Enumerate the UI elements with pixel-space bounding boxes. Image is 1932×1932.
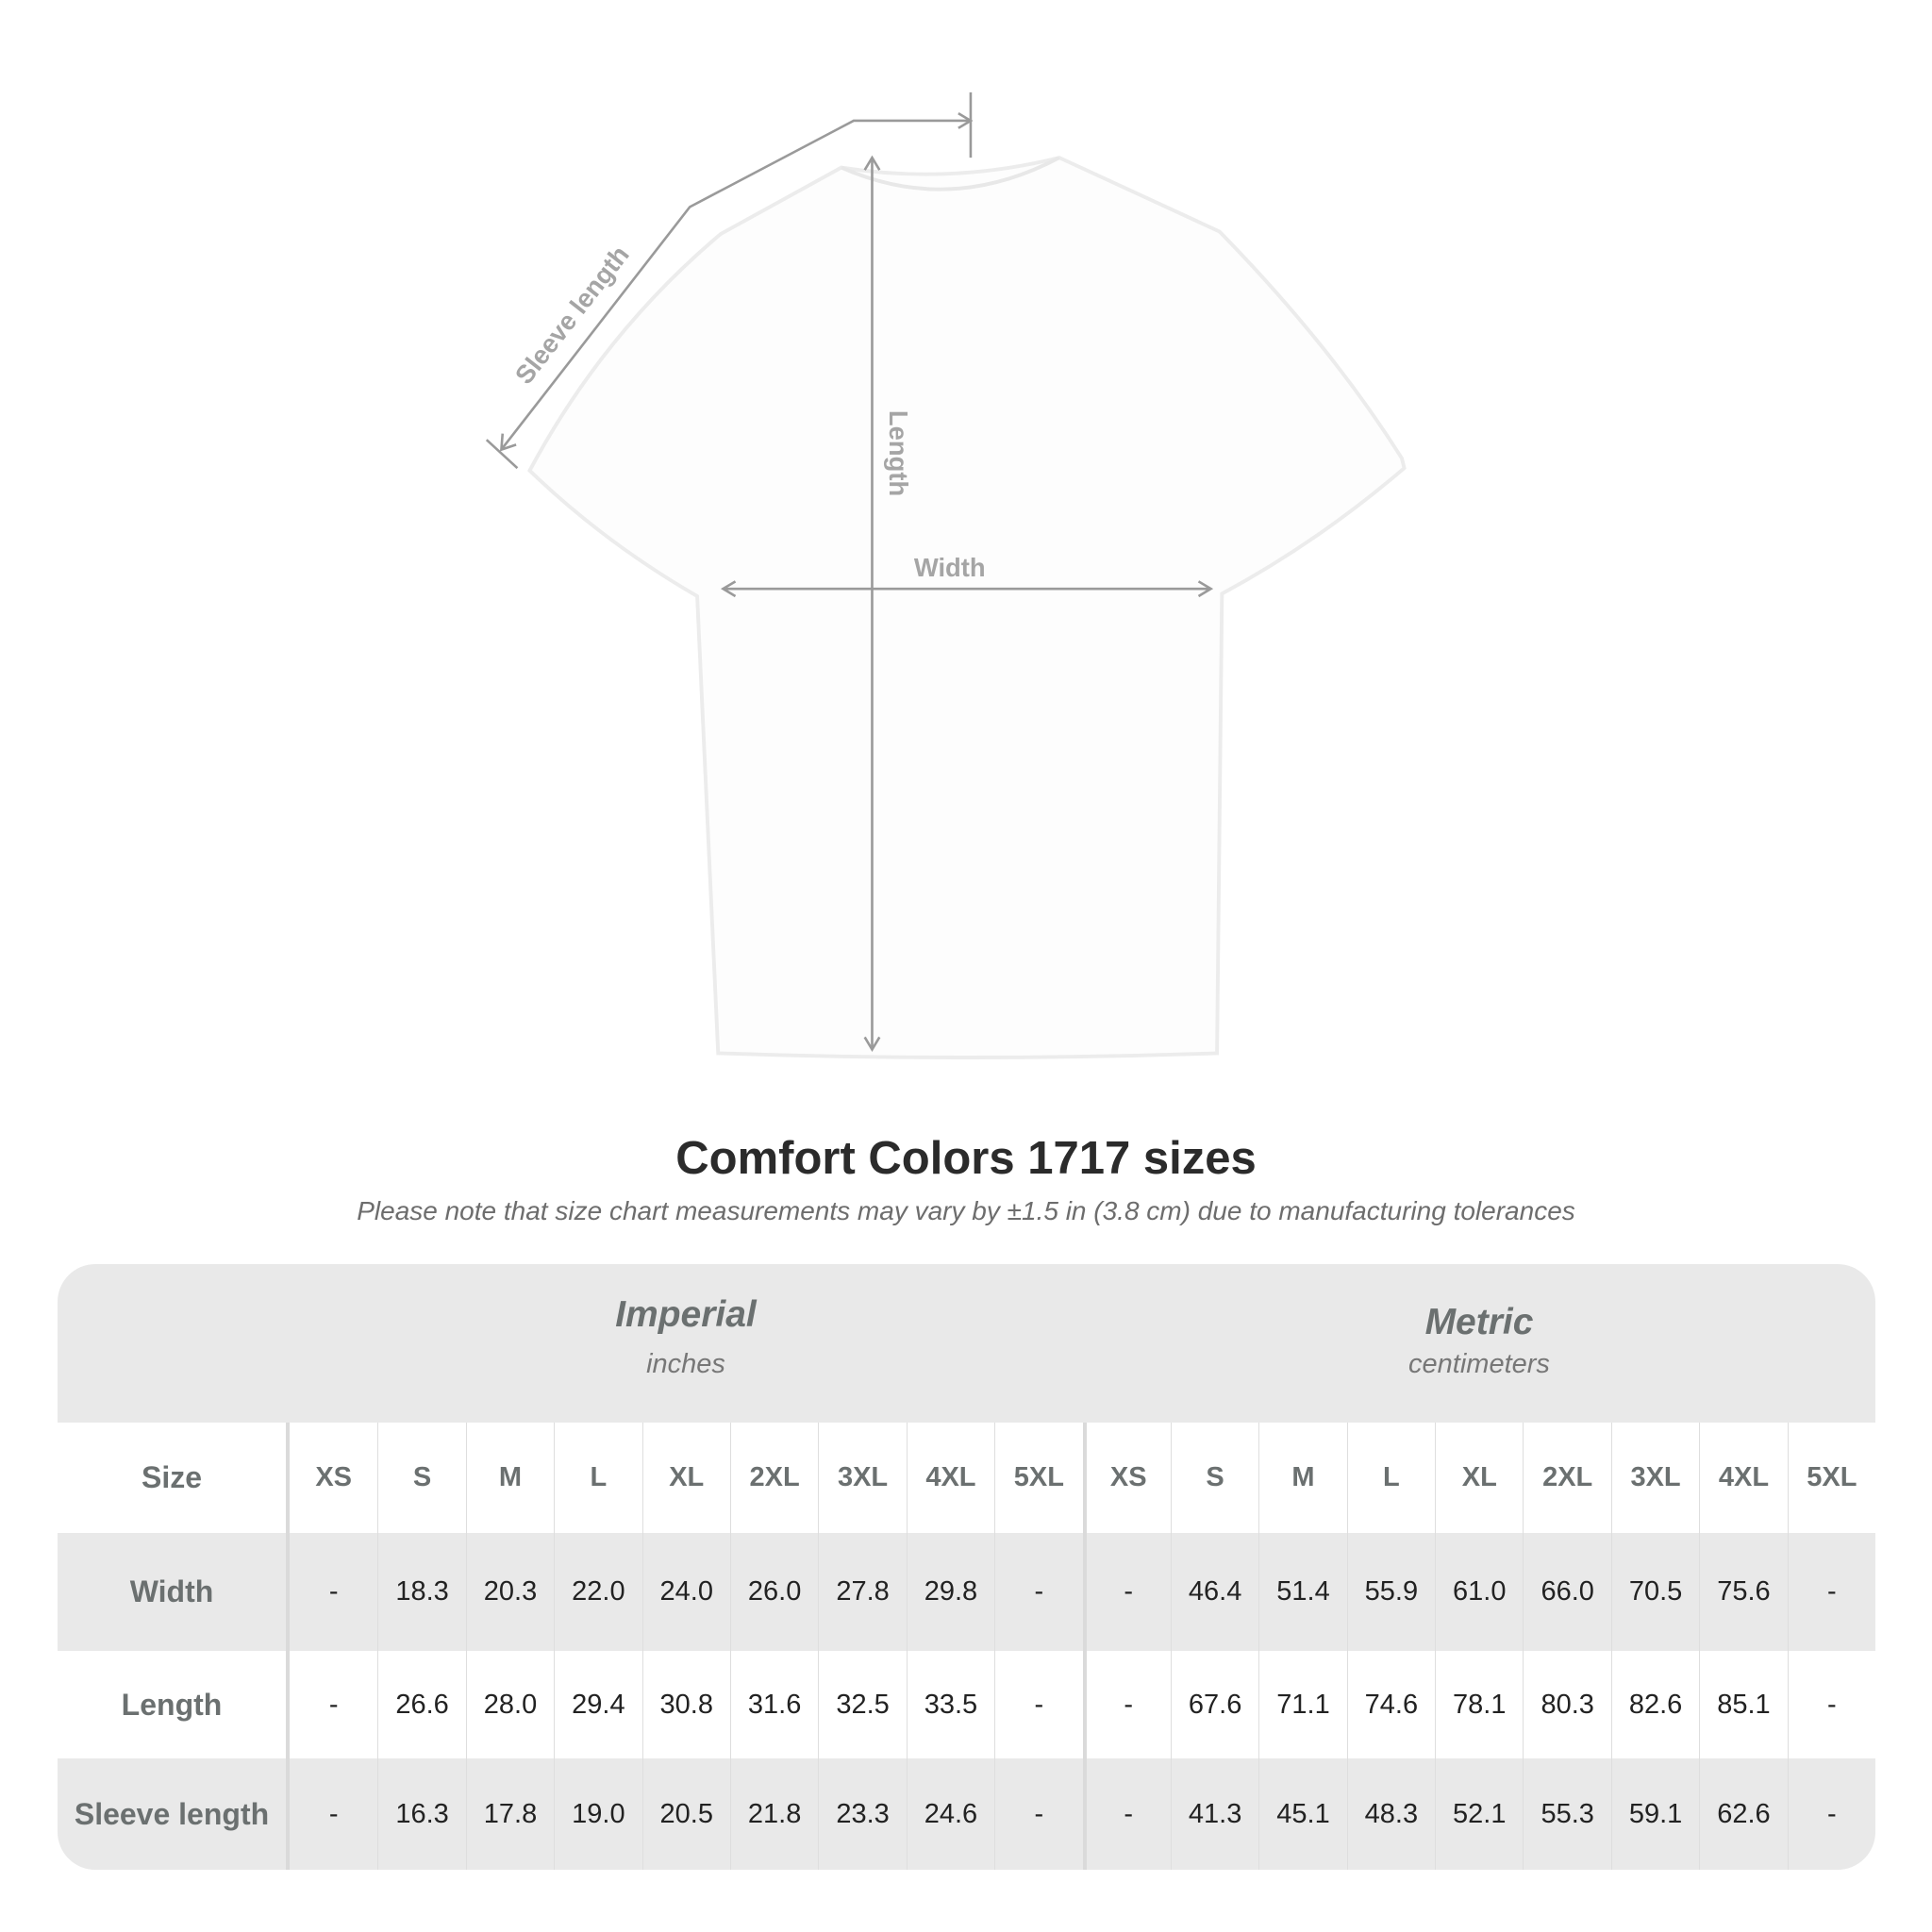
table-cell: 28.0 [465,1651,554,1758]
table-cell: 48.3 [1346,1758,1435,1870]
table-cell: 21.8 [729,1758,818,1870]
table-cell: 55.9 [1346,1533,1435,1651]
table-cell: 85.1 [1699,1651,1787,1758]
table-cell: 74.6 [1346,1651,1435,1758]
row-label: Sleeve length [58,1758,290,1870]
size-header-cell: XL [1435,1423,1523,1533]
table-cell: 46.4 [1170,1533,1258,1651]
size-header-cell: XS [315,1462,353,1492]
metric-unit: centimeters [1408,1349,1550,1379]
table-cell: - [1787,1758,1875,1870]
size-header-cell: S [377,1423,465,1533]
table-cell: - [328,1576,339,1607]
table-cell: - [994,1758,1082,1870]
imperial-header: Imperial inches [290,1264,1082,1453]
table-cell: 17.8 [465,1758,554,1870]
imperial-unit: inches [646,1349,725,1379]
table-cell: 66.0 [1523,1533,1610,1651]
table-row: Sleeve length - 16.3 17.8 19.0 20.5 21.8 23.3 24… [58,1758,1875,1870]
table-row: Length -26.6 28.0 29.4 30.8 31.6 32.5 33.5- -67.… [58,1651,1875,1758]
row-label: Length [58,1651,290,1758]
size-header-cell: XS [1082,1423,1171,1533]
imperial-label: Imperial [615,1294,757,1335]
table-cell: 45.1 [1258,1758,1346,1870]
table-cell: 55.3 [1523,1758,1610,1870]
table-cell: 16.3 [377,1758,465,1870]
table-cell: 67.6 [1170,1651,1258,1758]
table-cell: - [1082,1651,1171,1758]
table-cell: 29.4 [554,1651,641,1758]
tshirt-diagram: Sleeve length Length Width [485,92,1407,1059]
table-cell: 26.0 [729,1533,818,1651]
table-cell: 80.3 [1523,1651,1610,1758]
table-cell: 24.6 [906,1758,994,1870]
table-cell: - [1787,1533,1875,1651]
size-header-cell: 4XL [906,1423,994,1533]
table-cell: 19.0 [554,1758,641,1870]
table-cell: - [328,1689,339,1720]
table-cell: - [328,1798,339,1829]
page-title: Comfort Colors 1717 sizes [675,1133,1257,1184]
size-header-cell: 2XL [1523,1423,1610,1533]
table-cell: 51.4 [1258,1533,1346,1651]
table-cell: 71.1 [1258,1651,1346,1758]
table-cell: 75.6 [1699,1533,1787,1651]
size-header-cell: 5XL [994,1423,1082,1533]
table-cell: 23.3 [818,1758,906,1870]
table-cell: 62.6 [1699,1758,1787,1870]
table-cell: 24.0 [641,1533,730,1651]
table-cell: 41.3 [1170,1758,1258,1870]
length-label: Length [884,410,913,496]
size-table: Imperial inches Metric centimeters Size X… [58,1264,1875,1870]
table-cell: 27.8 [818,1533,906,1651]
table-cell: 29.8 [906,1533,994,1651]
table-row: Width -18.3 20.3 22.0 24.0 26.0 27.8 29.8- -46.4… [58,1533,1875,1651]
row-label: Size [58,1423,290,1533]
size-header-cell: L [554,1423,641,1533]
size-header-cell: XL [641,1423,730,1533]
size-header-cell: M [465,1423,554,1533]
table-cell: 33.5 [906,1651,994,1758]
width-label: Width [914,553,986,582]
table-cell: - [994,1651,1082,1758]
table-cell: - [1787,1651,1875,1758]
table-cell: 61.0 [1435,1533,1523,1651]
metric-header: Metric centimeters [1083,1264,1875,1460]
table-cell: 52.1 [1435,1758,1523,1870]
sleeve-measure-line [500,119,971,451]
table-cell: 78.1 [1435,1651,1523,1758]
row-label: Width [58,1533,290,1651]
table-cell: 31.6 [729,1651,818,1758]
size-header-row: Size XS S M L XL 2XL 3XL 4XL 5XL XS S M L XL 2XL 3XL 4XL 5… [58,1423,1875,1533]
table-cell: 20.3 [465,1533,554,1651]
size-header-cell: 3XL [818,1423,906,1533]
size-header-cell: 5XL [1787,1423,1875,1533]
size-header-cell: L [1346,1423,1435,1533]
table-cell: 32.5 [818,1651,906,1758]
table-cell: 22.0 [554,1533,641,1651]
tolerance-note: Please note that size chart measurements… [357,1196,1575,1225]
size-header-cell: M [1258,1423,1346,1533]
table-cell: 20.5 [641,1758,730,1870]
table-cell: 59.1 [1610,1758,1699,1870]
table-cell: 82.6 [1610,1651,1699,1758]
table-cell: - [1082,1758,1171,1870]
table-cell: - [1082,1533,1171,1651]
size-header-cell: 4XL [1699,1423,1787,1533]
table-cell: 30.8 [641,1651,730,1758]
metric-label: Metric [1424,1302,1534,1342]
size-header-cell: 3XL [1610,1423,1699,1533]
size-header-cell: S [1170,1423,1258,1533]
size-header-cell: 2XL [729,1423,818,1533]
tshirt-image [527,156,1407,1059]
table-cell: - [994,1533,1082,1651]
table-cell: 70.5 [1610,1533,1699,1651]
table-cell: 18.3 [377,1533,465,1651]
table-cell: 26.6 [377,1651,465,1758]
